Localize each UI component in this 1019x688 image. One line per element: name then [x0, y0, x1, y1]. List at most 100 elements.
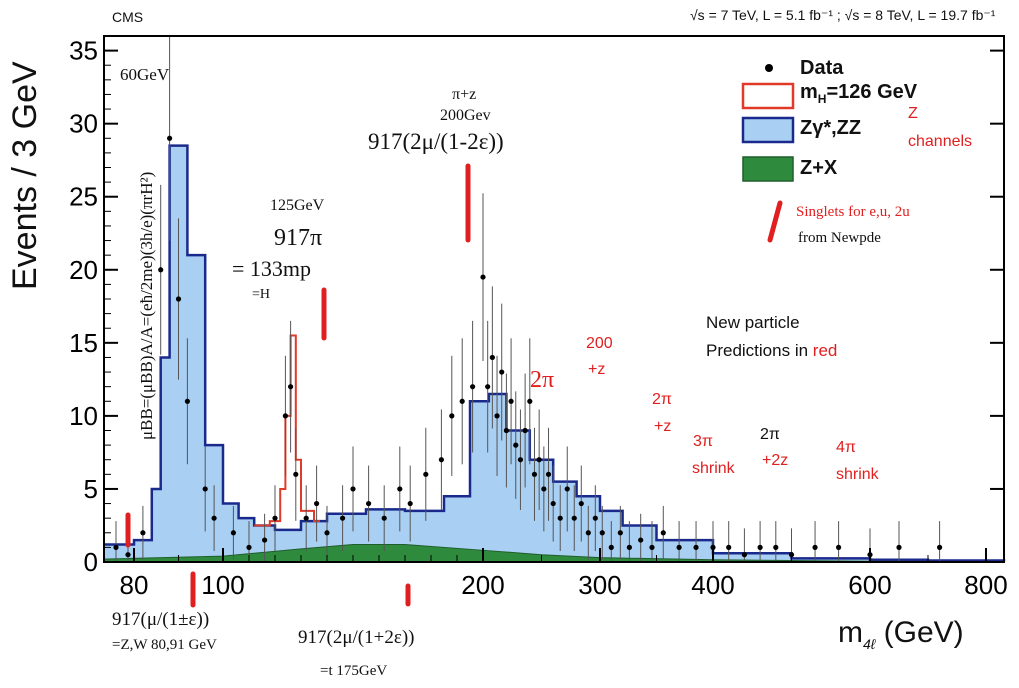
- data-point-24: [407, 500, 413, 507]
- data-point-6: [184, 398, 190, 404]
- x-tick-label-400: 400: [691, 570, 734, 600]
- data-point-64: [757, 544, 763, 550]
- data-point-39: [522, 427, 528, 434]
- annotation-917-2mu-plus: 917(2μ/(1+2ε)): [298, 627, 415, 648]
- annotation-4pi: 4π: [836, 439, 856, 456]
- annotation-shrink-1: shrink: [692, 460, 735, 477]
- data-point-23: [397, 486, 403, 492]
- annotation-plus-2z: +2z: [762, 452, 789, 469]
- annotation-200gev: 200Gev: [440, 107, 491, 124]
- data-point-65: [773, 544, 779, 550]
- data-point-59: [676, 544, 682, 550]
- data-point-35: [503, 427, 509, 434]
- data-point-11: [262, 537, 268, 543]
- data-point-41: [531, 471, 538, 477]
- annotation-z: Z: [908, 105, 918, 122]
- legend-data-label: Data: [800, 57, 844, 79]
- higgs-signal-outline: [254, 334, 320, 527]
- data-point-27: [449, 413, 455, 419]
- data-point-43: [541, 486, 547, 492]
- data-point-55: [626, 544, 632, 550]
- data-point-18: [324, 530, 330, 536]
- annotation-singlets: Singlets for e,u, 2u: [796, 204, 910, 220]
- data-point-10: [246, 544, 252, 550]
- data-point-8: [211, 515, 217, 521]
- data-point-30: [480, 274, 486, 280]
- energy-lumi-label: √s = 7 TeV, L = 5.1 fb⁻¹ ; √s = 8 TeV, L…: [690, 7, 996, 23]
- data-point-67: [812, 544, 818, 550]
- legend: [741, 64, 795, 243]
- data-point-20: [350, 486, 356, 492]
- annotation-predictions-in: Predictions in red: [706, 341, 838, 360]
- data-point-51: [592, 515, 598, 521]
- data-point-53: [608, 544, 614, 550]
- data-point-12: [272, 515, 278, 521]
- data-point-52: [599, 530, 605, 536]
- data-point-45: [550, 500, 556, 507]
- y-tick-label-25: 25: [69, 182, 98, 212]
- y-tick-label-0: 0: [84, 547, 98, 577]
- y-tick-label-5: 5: [84, 474, 98, 504]
- legend-data-symbol: [765, 64, 773, 72]
- data-point-38: [517, 457, 524, 463]
- y-axis-title: Events / 3 GeV: [6, 61, 44, 290]
- annotation-60gev: 60GeV: [120, 65, 170, 84]
- data-point-56: [638, 537, 644, 543]
- data-point-49: [578, 500, 584, 507]
- legend-zz-label: Zγ*,ZZ: [800, 117, 862, 139]
- legend-singlet-marker: [767, 200, 783, 243]
- annotation-917pi: 917π: [274, 225, 323, 251]
- data-point-3: [158, 267, 164, 273]
- data-point-63: [741, 552, 748, 558]
- annotation-t-175gev: =t 175GeV: [320, 663, 388, 679]
- data-point-34: [499, 369, 505, 375]
- data-point-57: [649, 544, 655, 550]
- data-point-19: [340, 515, 346, 521]
- data-points: [113, 135, 943, 558]
- experiment-label: CMS: [112, 9, 144, 25]
- annotation-2pi-large: 2π: [530, 367, 555, 393]
- data-point-4: [167, 135, 173, 141]
- annotation-shrink-2: shrink: [836, 466, 879, 483]
- data-point-21: [366, 500, 372, 507]
- data-point-68: [836, 544, 842, 550]
- data-point-62: [726, 544, 732, 550]
- annotation-2pi-black: 2π: [760, 426, 780, 443]
- annotation-3pi: 3π: [693, 433, 713, 450]
- legend-zz-symbol: [741, 116, 795, 144]
- legend-zx-label: Z+X: [800, 157, 838, 179]
- data-point-60: [693, 544, 699, 550]
- y-tick-label-30: 30: [69, 109, 98, 139]
- red-singlet-markers: [125, 163, 471, 608]
- annotation-917-2mu-minus: 917(2μ/(1-2ε)): [368, 129, 504, 154]
- annotation-pi-z: π+z: [452, 86, 477, 103]
- data-point-47: [564, 486, 570, 492]
- data-point-32: [489, 354, 495, 361]
- annotation-2pi-small: 2π: [652, 391, 672, 408]
- x-tick-label-200: 200: [461, 570, 504, 600]
- annotation-magnetic-moment: μBB=(μBB)A/A=(eħ/2me)(3h/e)(πrH²): [137, 171, 156, 440]
- annotation-from-newpde: from Newpde: [798, 230, 881, 246]
- data-point-5: [175, 296, 182, 302]
- x-tick-label-100: 100: [201, 570, 244, 600]
- zz-outline: [104, 144, 1006, 562]
- data-point-40: [527, 398, 533, 404]
- y-tick-label-10: 10: [69, 401, 98, 431]
- x-axis-title: m4ℓ (GeV): [838, 616, 964, 652]
- signal-step-outline: [254, 334, 320, 527]
- data-point-66: [788, 552, 795, 558]
- data-point-44: [545, 471, 552, 477]
- x-tick-label-80: 80: [120, 570, 149, 600]
- data-point-16: [303, 515, 309, 521]
- data-point-61: [710, 544, 716, 550]
- annotation-new-particle: New particle: [706, 313, 800, 332]
- x-tick-label-300: 300: [578, 570, 621, 600]
- data-point-26: [438, 457, 444, 463]
- data-point-14: [288, 384, 294, 390]
- data-point-9: [230, 530, 236, 536]
- data-point-46: [557, 515, 563, 521]
- data-point-28: [459, 398, 465, 404]
- data-point-70: [896, 544, 902, 550]
- data-point-22: [381, 515, 387, 521]
- annotation-plus-z-1: +z: [588, 361, 606, 378]
